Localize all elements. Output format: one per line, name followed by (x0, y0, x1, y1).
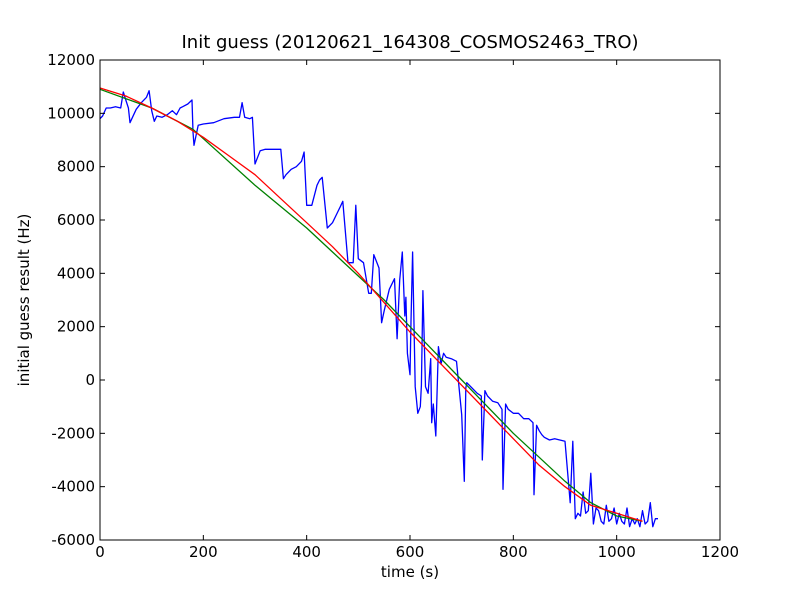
x-tick-label-0: 0 (95, 543, 105, 561)
x-tick-label-4: 800 (499, 543, 528, 561)
x-tick-label-6: 1200 (701, 543, 739, 561)
y-axis-ticks: -6000 -4000 -2000 0 2000 4000 6000 8000 10000 120… (47, 51, 720, 549)
y-tick-label-1: -4000 (51, 478, 95, 496)
x-tick-label-3: 600 (396, 543, 425, 561)
y-tick-label-6: 6000 (57, 211, 95, 229)
y-tick-label-7: 8000 (57, 158, 95, 176)
x-axis-ticks: 0 200 400 600 800 1000 1200 (95, 60, 739, 561)
y-tick-label-3: 0 (85, 371, 95, 389)
y-tick-label-0: -6000 (51, 531, 95, 549)
y-tick-label-5: 4000 (57, 264, 95, 282)
x-axis-label: time (s) (381, 563, 439, 581)
y-axis-label: initial guess result (Hz) (15, 214, 33, 387)
y-tick-label-9: 12000 (47, 51, 95, 69)
series-line-red (99, 87, 643, 522)
y-tick-label-4: 2000 (57, 318, 95, 336)
x-tick-label-5: 1000 (598, 543, 636, 561)
y-tick-label-8: 10000 (47, 104, 95, 122)
plot-background (100, 60, 720, 540)
series-line-blue (99, 90, 658, 528)
series-line-green (99, 88, 643, 522)
chart-title: Init guess (20120621_164308_COSMOS2463_T… (181, 32, 638, 53)
x-tick-label-2: 400 (292, 543, 321, 561)
y-tick-label-2: -2000 (51, 424, 95, 442)
x-tick-label-1: 200 (189, 543, 218, 561)
series-layer (99, 87, 658, 528)
